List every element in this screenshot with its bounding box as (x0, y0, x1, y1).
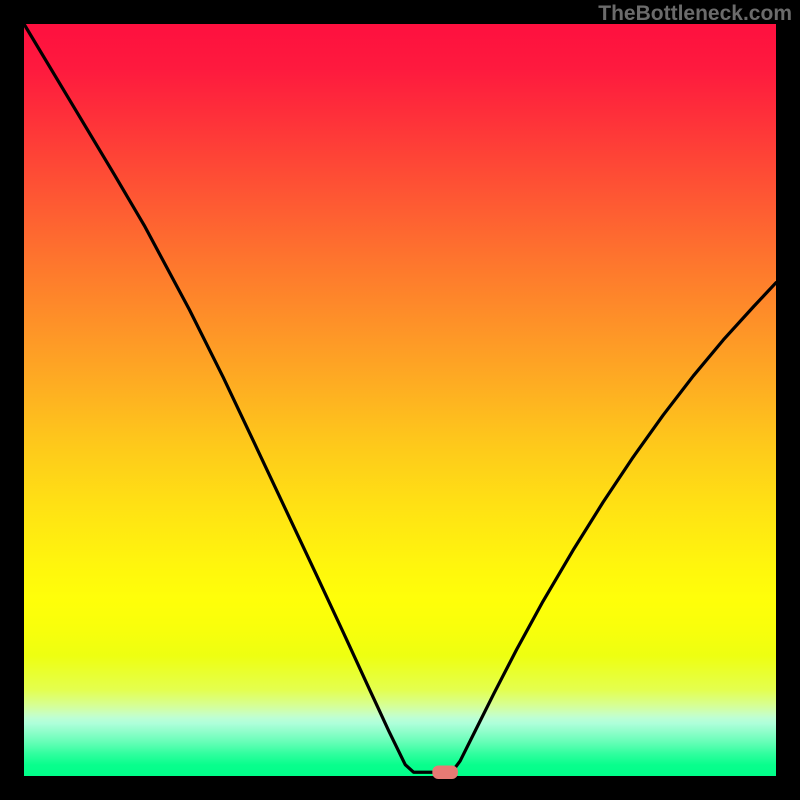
bottleneck-chart (0, 0, 800, 800)
watermark-text: TheBottleneck.com (598, 2, 792, 26)
chart-stage: { "watermark": { "text": "TheBottleneck.… (0, 0, 800, 800)
plot-background (24, 24, 776, 776)
optimum-marker (432, 765, 458, 779)
